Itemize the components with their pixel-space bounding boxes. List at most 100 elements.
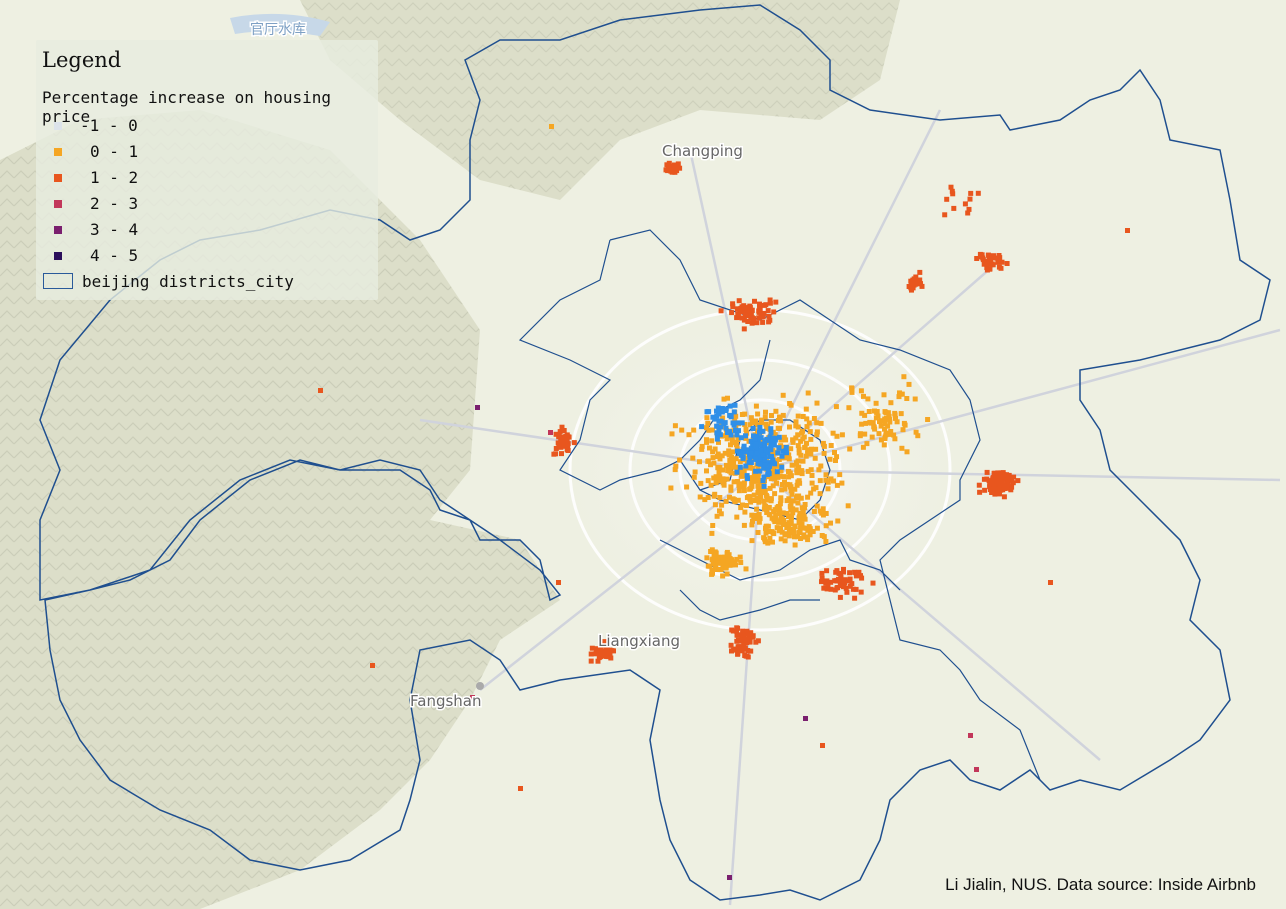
listing-point	[740, 644, 746, 650]
listing-point	[727, 450, 733, 456]
listing-point	[1005, 476, 1011, 482]
listing-point	[747, 639, 753, 645]
listing-point	[553, 431, 559, 437]
listing-point	[998, 474, 1004, 479]
listing-point	[548, 430, 553, 435]
listing-point	[747, 633, 753, 638]
listing-point	[741, 445, 747, 451]
listing-point	[761, 498, 767, 504]
listing-point	[677, 457, 683, 463]
listing-point	[729, 436, 735, 442]
listing-point	[966, 206, 972, 212]
listing-point	[862, 431, 868, 437]
listing-point	[735, 437, 741, 442]
listing-point	[601, 641, 607, 647]
listing-point	[518, 786, 523, 791]
listing-point	[731, 409, 737, 415]
listing-point	[773, 299, 779, 305]
listing-point	[778, 536, 784, 542]
listing-point	[770, 539, 775, 545]
listing-point	[755, 476, 761, 482]
listing-point	[736, 298, 742, 304]
listing-point	[609, 648, 615, 654]
listing-point	[846, 578, 852, 584]
listing-point	[918, 281, 923, 287]
listing-point	[919, 283, 925, 289]
listing-point	[557, 429, 563, 435]
listing-point	[794, 461, 800, 467]
listing-point	[762, 462, 768, 468]
place-changping: Changping	[662, 142, 743, 160]
listing-point	[836, 570, 842, 576]
listing-point	[780, 522, 786, 527]
listing-point	[714, 408, 719, 414]
listing-point	[768, 430, 774, 436]
listing-point	[847, 583, 853, 589]
listing-point	[709, 438, 715, 444]
listing-point	[1001, 494, 1007, 500]
listing-point	[725, 432, 731, 438]
listing-point	[571, 440, 577, 446]
listing-point	[729, 464, 735, 470]
listing-point	[770, 483, 776, 489]
listing-point	[808, 490, 814, 496]
listing-point	[860, 444, 866, 450]
listing-point	[892, 412, 898, 418]
listing-point	[779, 516, 785, 522]
listing-point	[728, 484, 734, 490]
listing-point	[739, 472, 745, 478]
listing-point	[852, 595, 858, 601]
listing-point	[746, 494, 751, 500]
listing-point	[1015, 478, 1021, 484]
listing-point	[748, 315, 754, 321]
listing-point	[734, 469, 740, 475]
listing-point	[733, 456, 739, 462]
listing-point	[740, 628, 746, 634]
listing-point	[727, 412, 733, 418]
listing-point	[710, 561, 716, 567]
listing-point	[724, 551, 730, 557]
listing-point	[808, 436, 814, 442]
listing-point	[738, 452, 744, 458]
listing-point	[834, 482, 840, 488]
listing-point	[750, 634, 756, 640]
listing-point	[734, 632, 740, 638]
listing-point	[786, 514, 791, 519]
listing-point	[823, 511, 829, 516]
legend-boundary-swatch	[43, 273, 73, 289]
listing-point	[729, 562, 735, 568]
listing-point	[828, 443, 834, 448]
listing-point	[762, 414, 768, 420]
terrain-north-ridges	[300, 0, 900, 200]
listing-point	[747, 422, 753, 428]
listing-point	[733, 442, 739, 448]
listing-point	[801, 525, 807, 531]
listing-point	[856, 569, 862, 575]
listing-point	[850, 586, 856, 592]
listing-point	[675, 161, 681, 167]
listing-point	[739, 632, 744, 638]
listing-point	[817, 491, 823, 497]
listing-point	[761, 310, 767, 316]
listing-point	[800, 458, 806, 464]
listing-point	[807, 447, 813, 453]
listing-point	[755, 530, 761, 535]
listing-point	[771, 442, 777, 448]
listing-point	[757, 301, 762, 307]
listing-point	[760, 442, 766, 448]
listing-point	[779, 453, 785, 459]
listing-point	[847, 446, 853, 452]
listing-point	[716, 478, 722, 484]
listing-point	[668, 485, 674, 491]
legend-swatch	[54, 252, 62, 260]
listing-point	[782, 532, 788, 538]
listing-point	[771, 309, 777, 315]
listing-point	[795, 413, 801, 419]
listing-point	[729, 310, 735, 316]
listing-point	[733, 646, 738, 652]
listing-point	[723, 462, 729, 468]
listing-point	[743, 427, 749, 432]
listing-point	[733, 427, 738, 433]
listing-point	[814, 432, 820, 438]
